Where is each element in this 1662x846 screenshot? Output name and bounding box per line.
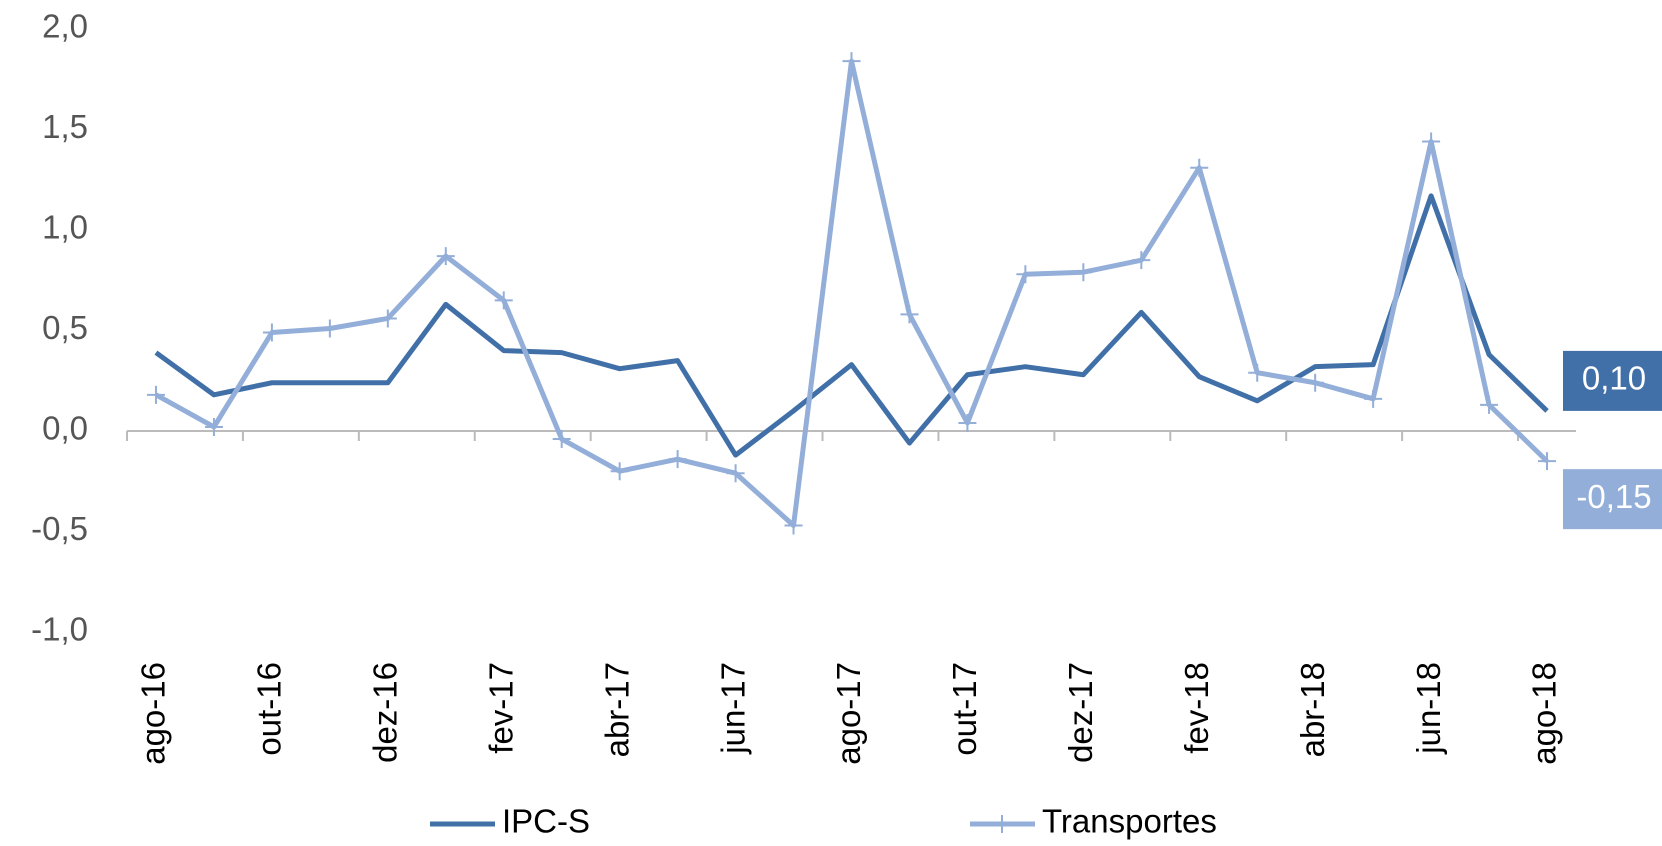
y-tick-label: 1,5 — [42, 108, 88, 145]
point-marker — [726, 464, 745, 483]
point-marker — [1480, 395, 1499, 414]
x-tick-label: dez-16 — [367, 662, 404, 763]
y-tick-label: 1,0 — [42, 209, 88, 246]
point-marker — [378, 309, 397, 328]
point-marker — [668, 450, 687, 469]
point-marker — [1132, 251, 1151, 270]
point-marker — [204, 417, 223, 436]
point-marker — [610, 462, 629, 481]
point-marker — [436, 247, 455, 266]
point-marker — [784, 516, 803, 535]
point-marker — [1016, 265, 1035, 284]
point-marker — [1364, 389, 1383, 408]
value-label: -0,15 — [1576, 478, 1651, 515]
point-marker — [262, 323, 281, 342]
point-marker — [1074, 263, 1093, 282]
x-tick-label: out-16 — [251, 662, 288, 756]
value-label-box — [1563, 350, 1662, 411]
legend-label: Transportes — [1042, 803, 1217, 840]
x-tick-label: fev-18 — [1178, 662, 1215, 754]
y-tick-label: 0,5 — [42, 309, 88, 346]
point-marker — [1306, 373, 1325, 392]
point-marker — [552, 430, 571, 449]
x-tick-label: dez-17 — [1062, 662, 1099, 763]
point-marker — [320, 319, 339, 338]
y-tick-label: -0,5 — [31, 510, 88, 547]
x-tick-label: abr-17 — [598, 662, 635, 757]
point-marker — [900, 305, 919, 324]
legend-marker — [993, 815, 1011, 833]
x-tick-label: ago-18 — [1526, 662, 1563, 765]
point-marker — [494, 291, 513, 310]
x-tick-label: abr-18 — [1294, 662, 1331, 757]
legend-label: IPC-S — [502, 803, 590, 840]
point-marker — [1190, 158, 1209, 177]
y-tick-label: -1,0 — [31, 611, 88, 648]
value-label-box — [1563, 469, 1662, 530]
point-marker — [1248, 363, 1267, 382]
y-tick-label: 2,0 — [42, 8, 88, 45]
series-line — [154, 58, 1549, 528]
y-tick-label: 0,0 — [42, 410, 88, 447]
series-line — [154, 193, 1549, 458]
x-tick-label: jun-18 — [1410, 662, 1447, 755]
point-marker — [1538, 452, 1557, 471]
x-tick-label: fev-17 — [482, 662, 519, 754]
x-tick-label: out-17 — [946, 662, 983, 756]
value-label: 0,10 — [1582, 360, 1646, 397]
point-marker — [1422, 132, 1441, 151]
point-marker — [958, 413, 977, 432]
x-tick-label: jun-17 — [714, 662, 751, 755]
point-marker — [842, 52, 861, 71]
point-marker — [146, 385, 165, 404]
x-tick-label: ago-16 — [135, 662, 172, 765]
x-tick-label: ago-17 — [830, 662, 867, 765]
